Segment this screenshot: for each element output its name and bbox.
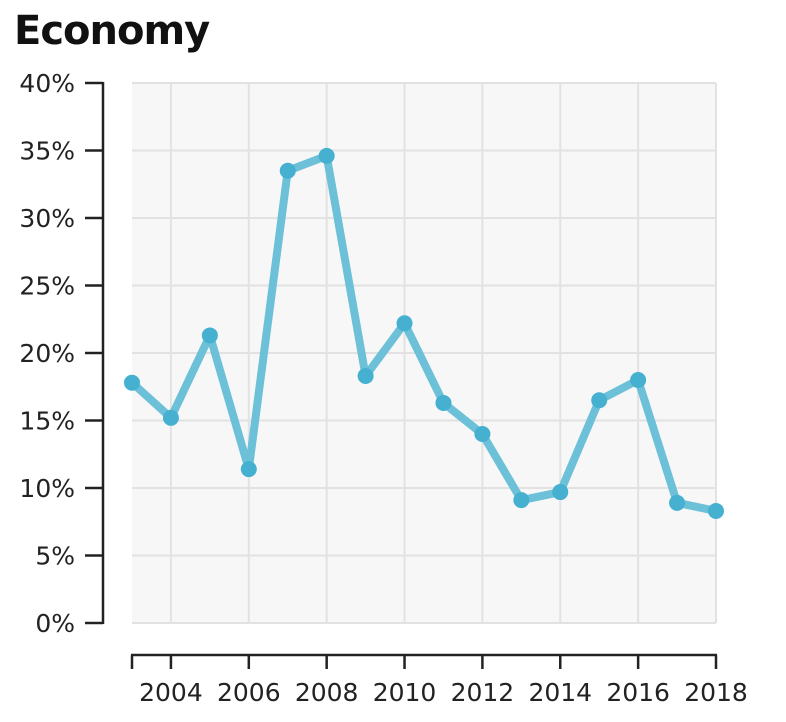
y-tick-label: 20% <box>19 339 75 368</box>
data-point <box>201 327 218 344</box>
series-line <box>128 151 720 515</box>
data-point <box>240 461 257 478</box>
y-tick-label: 30% <box>19 204 75 233</box>
data-point <box>708 502 724 519</box>
data-point <box>396 315 413 332</box>
data-point <box>630 372 647 388</box>
x-tick-label: 2004 <box>139 678 203 707</box>
chart-title: Economy <box>14 8 210 54</box>
y-axis: 0% 5% 10% 15% 20% 25% 30% 35% 40% <box>19 69 105 638</box>
data-point <box>552 484 569 501</box>
y-tick-label: 15% <box>19 407 75 436</box>
data-point <box>474 426 491 442</box>
y-tick-label: 40% <box>19 69 75 98</box>
x-tick-label: 2012 <box>451 678 515 707</box>
x-tick-label: 2010 <box>373 678 437 707</box>
y-tick-label: 0% <box>35 609 75 638</box>
x-tick-label: 2018 <box>684 678 748 707</box>
data-point <box>279 162 296 179</box>
data-point <box>357 367 374 384</box>
y-tick-label: 25% <box>19 272 75 301</box>
x-tick-label: 2006 <box>217 678 281 707</box>
data-point <box>513 492 530 509</box>
x-tick-label: 2008 <box>295 678 359 707</box>
data-point <box>591 392 608 409</box>
x-axis: 2004 2006 2008 2010 2012 2014 2016 2018 <box>130 653 748 707</box>
data-point <box>318 147 335 164</box>
x-tick-label: 2014 <box>528 678 592 707</box>
data-point <box>435 394 452 411</box>
y-tick-label: 10% <box>19 474 75 503</box>
data-point <box>124 374 140 391</box>
data-point <box>669 494 686 511</box>
grid-lines <box>132 82 717 624</box>
y-tick-label: 35% <box>19 137 75 166</box>
data-point <box>162 409 179 426</box>
x-tick-label: 2016 <box>606 678 670 707</box>
series-group <box>124 147 724 519</box>
y-tick-label: 5% <box>35 542 75 571</box>
